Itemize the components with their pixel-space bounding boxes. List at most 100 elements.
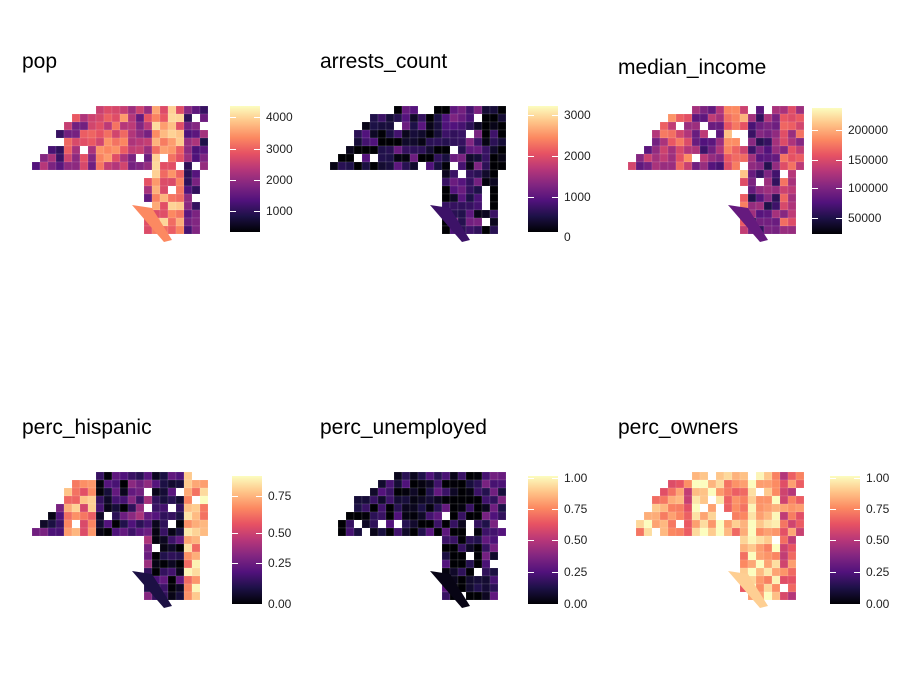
tract-polygon (779, 535, 789, 545)
tract-polygon (473, 137, 483, 147)
tract-polygon (143, 591, 153, 601)
legend-tick (830, 604, 836, 605)
tract-polygon (119, 105, 129, 115)
tract-polygon (449, 559, 459, 569)
tract-polygon (119, 511, 129, 521)
tract-polygon (755, 575, 765, 585)
tract-polygon (87, 145, 97, 155)
legend-tick (254, 180, 260, 181)
tract-polygon (425, 137, 435, 147)
tract-polygon (95, 471, 105, 481)
tract-polygon (441, 527, 451, 537)
tract-polygon (457, 567, 467, 577)
tract-polygon (79, 511, 89, 521)
tract-polygon (489, 225, 499, 235)
tract-polygon (167, 591, 177, 601)
tract-polygon (32, 161, 41, 171)
tract-polygon (787, 129, 797, 139)
tract-polygon (723, 161, 733, 171)
tract-polygon (393, 113, 403, 123)
tract-polygon (191, 583, 201, 593)
tract-polygon (87, 495, 97, 505)
tract-polygon (95, 511, 105, 521)
tract-polygon (779, 145, 789, 155)
tract-polygon (425, 487, 435, 497)
tract-polygon (481, 495, 491, 505)
tract-polygon (175, 137, 185, 147)
tract-polygon (369, 503, 379, 513)
tract-polygon (763, 225, 773, 235)
tract-polygon (755, 567, 765, 577)
tract-polygon (345, 527, 355, 537)
tract-polygon (659, 495, 669, 505)
tract-polygon (119, 495, 129, 505)
tract-polygon (481, 503, 491, 513)
tract-polygon (71, 153, 81, 163)
tract-polygon (489, 177, 499, 187)
tract-polygon (771, 487, 781, 497)
tract-polygon (47, 161, 57, 171)
tract-polygon (385, 129, 395, 139)
tract-polygon (63, 527, 73, 537)
tract-polygon (127, 153, 137, 163)
tract-polygon (63, 129, 73, 139)
tract-polygon (183, 145, 193, 155)
legend-tick-label: 0.25 (564, 565, 588, 579)
tract-polygon (377, 479, 387, 489)
tract-polygon (779, 137, 789, 147)
tract-polygon (787, 209, 797, 219)
tract-polygon (143, 121, 153, 131)
tract-polygon (473, 583, 483, 593)
tract-polygon (771, 145, 781, 155)
tract-polygon (457, 185, 467, 195)
tract-polygon (651, 519, 661, 529)
tract-polygon (457, 551, 467, 561)
tract-polygon (659, 137, 669, 147)
tract-polygon (111, 161, 121, 171)
tract-polygon (135, 495, 145, 505)
tract-polygon (409, 471, 419, 481)
tract-polygon (159, 519, 169, 529)
tract-polygon (151, 153, 161, 163)
tract-polygon (151, 105, 161, 115)
tract-polygon (191, 169, 201, 179)
tract-polygon (87, 479, 97, 489)
panel-arrests-count: arrests_count 3000 2000 1000 0 (320, 50, 620, 290)
tract-polygon (465, 535, 475, 545)
tract-polygon (385, 495, 395, 505)
tract-polygon (473, 169, 483, 179)
tract-polygon (755, 169, 765, 179)
tract-polygon (119, 471, 129, 481)
tract-polygon (787, 511, 797, 521)
panel-median-income: median_income 200000 150000 100000 50000 (618, 56, 918, 296)
tract-polygon (199, 137, 209, 147)
legend-tick (528, 540, 534, 541)
tract-polygon (393, 479, 403, 489)
tract-polygon (143, 193, 153, 203)
tract-polygon (635, 161, 645, 171)
tract-polygon (71, 161, 81, 171)
tract-polygon (675, 137, 685, 147)
tract-polygon (175, 575, 185, 585)
tract-polygon (691, 511, 701, 521)
tract-polygon (337, 527, 347, 537)
tract-polygon (731, 503, 741, 513)
tract-polygon (433, 511, 443, 521)
tract-polygon (473, 145, 483, 155)
tract-polygon (795, 503, 805, 513)
tract-polygon (119, 113, 129, 123)
tract-polygon (497, 495, 507, 505)
tract-polygon (489, 217, 499, 227)
tract-polygon (361, 121, 371, 131)
tract-polygon (151, 495, 161, 505)
tract-polygon (377, 113, 387, 123)
tract-polygon (167, 511, 177, 521)
tract-polygon (497, 105, 507, 115)
tract-polygon (473, 487, 483, 497)
tract-polygon (763, 113, 773, 123)
tract-polygon (175, 551, 185, 561)
tract-polygon (739, 487, 749, 497)
tract-polygon (497, 121, 507, 131)
tract-polygon (417, 471, 427, 481)
tract-polygon (425, 527, 435, 537)
